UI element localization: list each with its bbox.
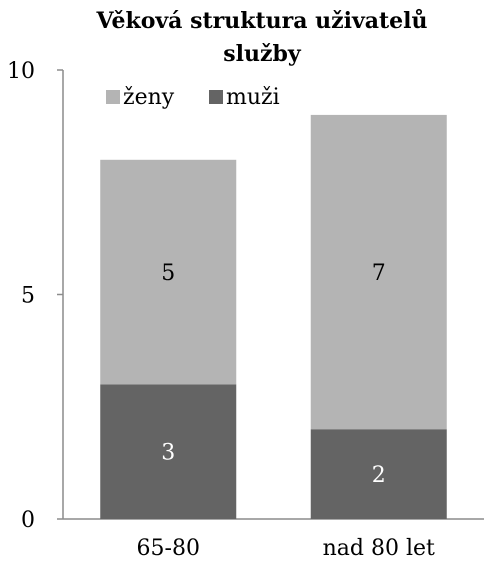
legend-swatch bbox=[106, 90, 120, 104]
data-label: 7 bbox=[372, 261, 386, 286]
chart-title-line-1: Věková struktura uživatelů bbox=[95, 8, 427, 34]
legend-label: muži bbox=[226, 85, 280, 110]
legend-label: ženy bbox=[123, 85, 175, 110]
bar-muži-nad 80 let bbox=[310, 429, 447, 519]
y-tick-label: 10 bbox=[7, 59, 35, 84]
bars: 3 5 65-80 2 7 nad 80 let bbox=[100, 114, 447, 561]
data-label: 3 bbox=[161, 441, 175, 466]
y-tick-label: 0 bbox=[21, 508, 35, 533]
legend-swatch bbox=[209, 90, 223, 104]
bar-muži-65-80 bbox=[100, 384, 237, 519]
y-tick-label: 5 bbox=[21, 284, 35, 309]
chart-title-line-2: služby bbox=[223, 41, 302, 67]
data-label: 5 bbox=[161, 261, 175, 286]
legend: ženy muži bbox=[106, 85, 280, 110]
bar-ženy-nad 80 let bbox=[310, 114, 447, 430]
x-category-label: nad 80 let bbox=[323, 536, 435, 561]
data-label: 2 bbox=[372, 463, 386, 488]
bar-ženy-65-80 bbox=[100, 159, 237, 385]
x-category-label: 65-80 bbox=[137, 536, 200, 561]
